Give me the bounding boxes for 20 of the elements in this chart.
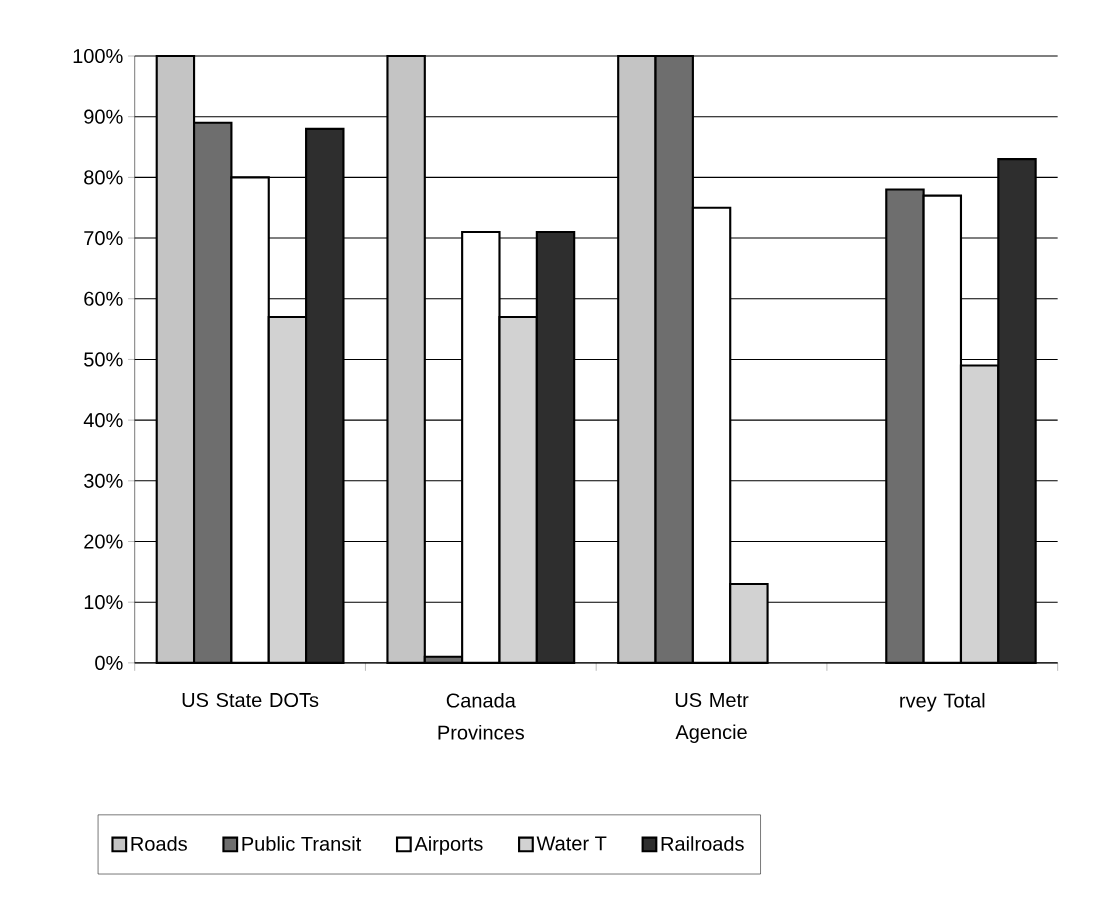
x-tick-label: US State DOTs bbox=[182, 692, 319, 708]
y-tick-label: 70% bbox=[84, 231, 123, 246]
legend-label: Airports bbox=[414, 836, 483, 855]
x-tick-label: rvey Total bbox=[900, 692, 985, 712]
y-tick-label: 60% bbox=[84, 291, 123, 306]
legend-label: Railroads bbox=[661, 836, 744, 851]
y-tick-label: 100% bbox=[73, 48, 123, 64]
legend-label: Roads bbox=[131, 836, 187, 851]
y-tick-label: 80% bbox=[84, 170, 123, 185]
x-tick-label: Canada Provinces bbox=[438, 692, 524, 740]
legend-label: Public Transit bbox=[242, 836, 362, 851]
y-tick-label: 40% bbox=[83, 413, 123, 428]
y-tick-label: 10% bbox=[84, 595, 123, 610]
y-tick-label: 50% bbox=[84, 352, 123, 367]
legend-label: Water T bbox=[536, 836, 607, 851]
y-tick-label: 90% bbox=[84, 109, 123, 124]
y-tick-label: 0% bbox=[95, 655, 123, 670]
x-tick-label: US Metr Agencie bbox=[675, 692, 749, 744]
y-tick-label: 20% bbox=[84, 534, 123, 549]
y-tick-label: 30% bbox=[84, 473, 123, 488]
